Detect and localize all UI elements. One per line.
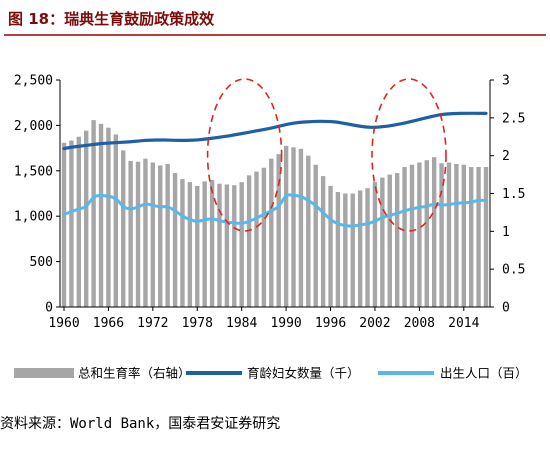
bar-1999	[350, 193, 355, 307]
bar-2002	[372, 182, 378, 307]
figure-title: 图 18：瑞典生育鼓励政策成效	[8, 10, 215, 28]
bar-1985	[246, 175, 252, 307]
y-left-tick-label: 1,000	[14, 210, 53, 225]
bar-2013	[454, 163, 459, 307]
bar-2004	[387, 174, 392, 307]
bar-1975	[172, 173, 178, 307]
bar-1966	[106, 127, 111, 307]
bar-1969	[128, 160, 133, 307]
bar-1998	[343, 193, 348, 307]
y-right-tick-label: 0.5	[502, 263, 525, 278]
legend-swatch-bars	[14, 368, 74, 378]
bar-1988	[269, 158, 274, 307]
bar-1993	[306, 155, 311, 307]
bar-1964	[91, 120, 96, 307]
bar-1987	[261, 167, 267, 307]
bar-1978	[195, 185, 200, 307]
bar-2016	[476, 167, 481, 307]
bar-1961	[69, 140, 74, 307]
bar-1972	[150, 162, 156, 307]
y-right-tick-label: 2.5	[502, 111, 525, 126]
bar-1982	[224, 184, 230, 307]
x-tick-label: 2014	[448, 316, 479, 331]
bar-2015	[468, 167, 474, 307]
y-right-tick-label: 1	[502, 225, 510, 240]
bar-1977	[187, 182, 193, 307]
highlight-ellipses	[206, 78, 447, 232]
bar-1986	[254, 171, 259, 307]
x-tick-label: 1996	[315, 316, 346, 331]
source-note: 资料来源：World Bank，国泰君安证券研究	[0, 416, 281, 432]
bar-1984	[239, 182, 244, 307]
bar-1965	[98, 123, 104, 307]
bar-2006	[402, 167, 407, 307]
x-tick-label: 2002	[359, 316, 390, 331]
y-left-tick-label: 0	[45, 301, 53, 316]
x-tick-label: 1972	[137, 316, 168, 331]
bar-1973	[158, 165, 163, 307]
y-left-tick-label: 2,500	[14, 74, 53, 89]
y-right-tick-label: 1.5	[502, 187, 525, 202]
bar-1968	[121, 150, 126, 307]
y-right-tick-label: 0	[502, 301, 510, 316]
bar-2005	[394, 173, 400, 307]
x-tick-label: 1990	[270, 316, 301, 331]
legend-label: 育龄妇女数量（千）	[247, 366, 360, 381]
y-left-tick-label: 500	[30, 255, 53, 270]
bar-2000	[357, 190, 363, 307]
y-left-tick-label: 2,000	[14, 119, 53, 134]
bar-1990	[283, 145, 289, 307]
bar-1974	[165, 163, 170, 307]
bar-1994	[313, 164, 318, 307]
bar-1992	[298, 148, 304, 307]
bar-2008	[417, 162, 422, 307]
line-series-women	[62, 111, 488, 151]
bar-1970	[135, 161, 141, 307]
legend-label: 总和生育率（右轴）	[78, 366, 191, 381]
bar-1995	[320, 176, 326, 307]
bar-2003	[380, 177, 385, 307]
legend-label: 出生人口（百）	[440, 366, 528, 381]
y-left-tick-label: 1,500	[14, 164, 53, 179]
x-tick-label: 1984	[226, 316, 257, 331]
x-tick-label: 1966	[93, 316, 124, 331]
highlight-ellipse-1	[206, 78, 283, 232]
bar-2001	[365, 188, 370, 307]
bar-1976	[180, 179, 185, 307]
bar-2007	[409, 164, 415, 307]
bar-2017	[483, 167, 489, 307]
line-series-births	[62, 193, 488, 228]
y-right-tick-label: 3	[502, 74, 510, 89]
y-right-tick-label: 2	[502, 149, 510, 164]
x-tick-label: 1978	[182, 316, 213, 331]
x-tick-label: 2008	[404, 316, 435, 331]
bar-1991	[291, 147, 296, 307]
axes: 0 500 1,000 1,500 2,000 2,500 0 0.5 1 1.5 2 2.5 3 196…	[14, 74, 526, 332]
bar-2009	[424, 160, 429, 307]
bar-1963	[84, 130, 89, 307]
bar-1962	[76, 136, 82, 307]
bar-1997	[335, 191, 341, 307]
bar-1981	[217, 183, 222, 307]
highlight-ellipse-2	[371, 78, 447, 232]
bar-1960	[61, 142, 67, 307]
bar-1980	[209, 179, 215, 307]
bar-1971	[143, 158, 148, 307]
bar-1983	[232, 185, 237, 307]
bar-1989	[276, 154, 281, 307]
legend: 总和生育率（右轴） 育龄妇女数量（千） 出生人口（百）	[14, 366, 528, 381]
title-rule	[4, 34, 546, 36]
bar-2010	[431, 157, 437, 307]
line-series-group	[62, 111, 488, 228]
bar-2011	[439, 163, 444, 307]
bar-2012	[446, 162, 452, 307]
x-tick-label: 1960	[48, 316, 79, 331]
bar-series-fertility	[61, 120, 489, 307]
bar-1979	[202, 181, 207, 307]
chart: 0 500 1,000 1,500 2,000 2,500 0 0.5 1 1.5 2 2.5 3 196…	[14, 74, 528, 381]
bar-1996	[328, 185, 333, 307]
bar-2014	[461, 164, 466, 307]
bar-1967	[113, 134, 119, 307]
